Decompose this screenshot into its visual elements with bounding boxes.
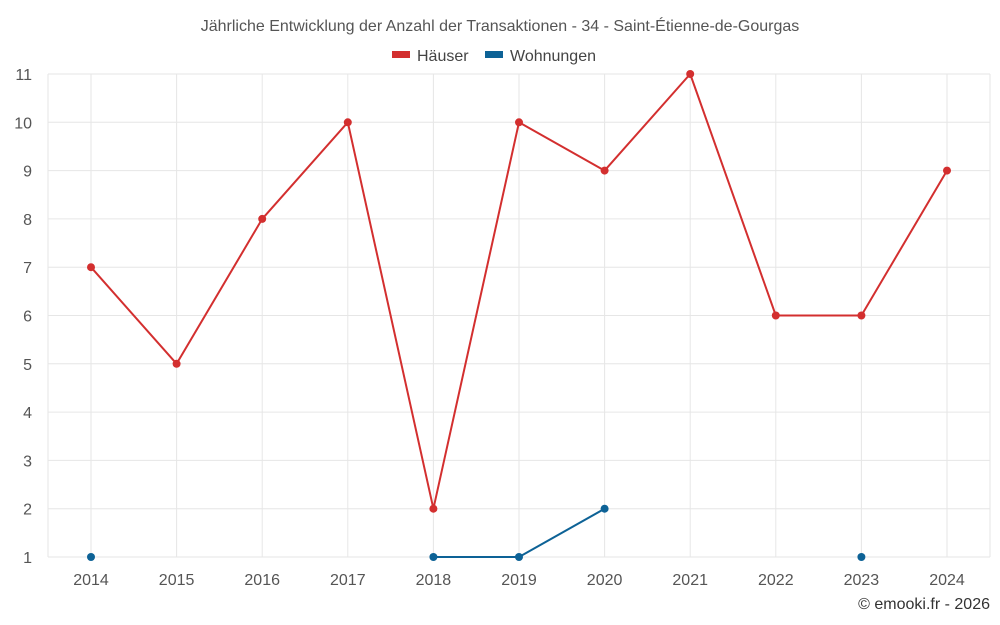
y-tick-label: 4 bbox=[23, 405, 32, 422]
chart-title: Jährliche Entwicklung der Anzahl der Tra… bbox=[201, 16, 800, 35]
x-tick-label: 2018 bbox=[416, 572, 452, 589]
x-tick-label: 2016 bbox=[244, 572, 280, 589]
data-point-haeuser-2015[interactable] bbox=[172, 359, 181, 368]
data-point-haeuser-2023[interactable] bbox=[857, 311, 866, 320]
y-tick-label: 11 bbox=[15, 67, 32, 84]
legend-swatch-wohnungen[interactable] bbox=[485, 51, 503, 58]
legend-swatch-haeuser[interactable] bbox=[392, 51, 410, 58]
y-tick-label: 6 bbox=[23, 309, 32, 326]
data-point-haeuser-2017[interactable] bbox=[343, 118, 352, 127]
y-axis-ticks: 1 2 3 4 5 6 7 8 9 10 11 bbox=[14, 67, 32, 567]
data-point-wohnungen-2018[interactable] bbox=[429, 553, 438, 561]
credit-text: © emooki.fr - 2026 bbox=[858, 596, 990, 613]
x-tick-label: 2020 bbox=[587, 572, 623, 589]
data-point-haeuser-2019[interactable] bbox=[515, 118, 523, 127]
y-tick-label: 7 bbox=[23, 260, 32, 277]
y-tick-label: 3 bbox=[23, 453, 32, 470]
y-tick-label: 10 bbox=[14, 115, 32, 132]
data-point-haeuser-2014[interactable] bbox=[87, 263, 95, 272]
x-tick-label: 2014 bbox=[73, 572, 109, 589]
data-points bbox=[87, 70, 951, 561]
y-tick-label: 2 bbox=[23, 502, 32, 519]
data-point-haeuser-2021[interactable] bbox=[686, 70, 695, 78]
data-point-haeuser-2022[interactable] bbox=[771, 311, 780, 320]
data-point-haeuser-2024[interactable] bbox=[943, 166, 951, 175]
y-tick-label: 5 bbox=[23, 357, 32, 374]
data-point-wohnungen-2023[interactable] bbox=[857, 553, 866, 561]
data-point-haeuser-2016[interactable] bbox=[258, 214, 267, 223]
x-tick-label: 2015 bbox=[159, 572, 195, 589]
y-tick-label: 9 bbox=[23, 164, 32, 181]
legend-label-wohnungen[interactable]: Wohnungen bbox=[510, 48, 596, 65]
x-tick-label: 2017 bbox=[330, 572, 366, 589]
y-tick-label: 1 bbox=[23, 550, 32, 567]
data-point-wohnungen-2014[interactable] bbox=[87, 553, 95, 561]
x-tick-label: 2024 bbox=[929, 572, 965, 589]
legend-label-haeuser[interactable]: Häuser bbox=[417, 48, 469, 65]
x-tick-label: 2023 bbox=[844, 572, 880, 589]
data-point-haeuser-2018[interactable] bbox=[429, 504, 438, 513]
y-tick-label: 8 bbox=[23, 212, 32, 229]
data-point-wohnungen-2020[interactable] bbox=[600, 504, 609, 513]
x-tick-label: 2021 bbox=[672, 572, 708, 589]
data-point-wohnungen-2019[interactable] bbox=[515, 553, 523, 561]
data-point-haeuser-2020[interactable] bbox=[600, 166, 609, 175]
x-tick-label: 2022 bbox=[758, 572, 794, 589]
x-tick-label: 2019 bbox=[501, 572, 537, 589]
legend[interactable]: Häuser Wohnungen bbox=[392, 48, 596, 65]
x-axis-ticks: 2014 2015 2016 2017 2018 2019 2020 2021 2022 2023… bbox=[73, 572, 965, 589]
